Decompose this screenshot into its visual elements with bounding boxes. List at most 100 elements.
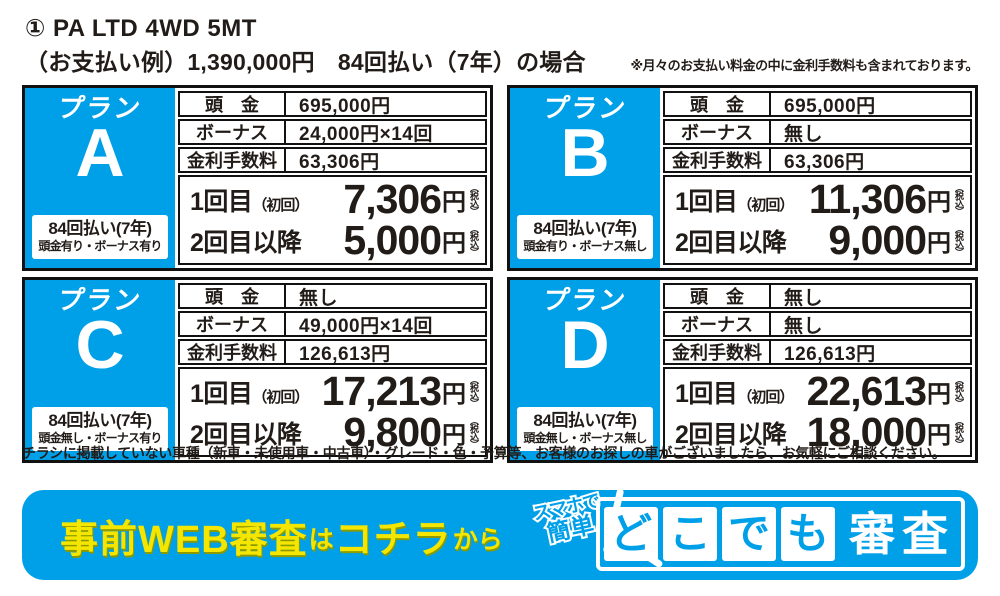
spec-row-bonus: ボーナス 24,000円×14回	[178, 119, 487, 145]
amount-value: 7,306	[343, 176, 442, 222]
payment-amount: 9,000 円 （税込）	[828, 220, 966, 261]
payment-label-sub: （初回）	[252, 388, 309, 406]
plan-terms-box: 84回払い(7年) 頭金有り・ボーナス有り	[32, 215, 168, 259]
payment-label: 1回目 （初回）	[190, 374, 309, 410]
spec-label: ボーナス	[180, 313, 286, 335]
plan-letter: B	[560, 115, 610, 191]
payment-label: 2回目以降	[675, 223, 787, 259]
spec-row-bonus: ボーナス 49,000円×14回	[178, 311, 487, 337]
payment-label-sub: （初回）	[737, 388, 794, 406]
plan-terms-conditions: 頭金無し・ボーナス無し	[523, 431, 647, 445]
spec-row-interest-fee: 金利手数料 63,306円	[178, 147, 487, 173]
plan-d-details: 頭 金 無し ボーナス 無し 金利手数料 126,613円 1回目 （初回）	[660, 280, 975, 460]
payment-row-subsequent: 2回目以降 5,000 円 （税込）	[190, 220, 481, 261]
payment-label-sub: （初回）	[737, 196, 794, 214]
payment-box: 1回目 （初回） 17,213 円 （税込） 2回目以降	[178, 367, 487, 457]
amount-value: 9,000	[828, 217, 927, 263]
spec-label: 金利手数料	[665, 341, 771, 363]
cta-text-main: 事前WEB審査	[60, 518, 308, 561]
payment-row-subsequent: 2回目以降 18,000 円 （税込）	[675, 412, 966, 453]
spec-value: 695,000円	[784, 95, 876, 117]
spec-label: 金利手数料	[665, 149, 771, 171]
payment-label-main: 2回目以降	[675, 420, 787, 449]
payment-label-main: 1回目	[190, 379, 253, 408]
plan-terms-installments: 84回払い(7年)	[48, 219, 152, 239]
plan-b-label-panel: プラン B 84回払い(7年) 頭金有り・ボーナス無し	[510, 88, 660, 268]
spec-row-interest-fee: 金利手数料 63,306円	[663, 147, 972, 173]
cta-text-particle: は	[308, 526, 334, 554]
tax-included-note: （税込）	[954, 374, 964, 407]
payment-amount: 5,000 円 （税込）	[343, 220, 481, 261]
consultation-notice: チラシに掲載していない車種（新車・未使用車・中古車）・グレード・色・予算等、お客…	[22, 445, 946, 461]
amount-value: 5,000	[343, 217, 442, 263]
spec-value: 無し	[299, 287, 339, 309]
plan-card-a: プラン A 84回払い(7年) 頭金有り・ボーナス有り 頭 金 695,000円…	[22, 85, 493, 271]
plan-terms-box: 84回払い(7年) 頭金無し・ボーナス無し	[517, 407, 653, 451]
payment-label-main: 1回目	[190, 187, 253, 216]
plan-letter: A	[75, 115, 125, 191]
payment-amount: 17,213 円 （税込）	[322, 371, 481, 412]
plan-terms-conditions: 頭金無し・ボーナス有り	[38, 431, 162, 445]
plan-c-details: 頭 金 無し ボーナス 49,000円×14回 金利手数料 126,613円 1…	[175, 280, 490, 460]
yen-unit: 円	[927, 230, 951, 257]
logo-char-tile: こ	[663, 507, 717, 561]
tax-included-note: （税込）	[954, 415, 964, 448]
spec-value: 63,306円	[784, 151, 865, 173]
spec-row-downpayment: 頭 金 695,000円	[663, 91, 972, 117]
amount-value: 17,213	[321, 368, 442, 414]
logo-char-tile: も	[781, 507, 835, 561]
spec-label: ボーナス	[665, 121, 771, 143]
yen-unit: 円	[442, 381, 466, 408]
payment-amount: 11,306 円 （税込）	[809, 179, 966, 220]
payment-label-main: 2回目以降	[190, 228, 302, 257]
payment-box: 1回目 （初回） 11,306 円 （税込） 2回目以降	[663, 175, 972, 265]
plan-terms-installments: 84回払い(7年)	[533, 219, 637, 239]
plan-card-b: プラン B 84回払い(7年) 頭金有り・ボーナス無し 頭 金 695,000円…	[507, 85, 978, 271]
amount-value: 9,800	[343, 409, 442, 455]
yen-unit: 円	[442, 189, 466, 216]
tax-included-note: （税込）	[954, 182, 964, 215]
interest-note: ※月々のお支払い料金の中に金利手数料も含まれております。	[630, 58, 978, 73]
spec-value: 無し	[784, 315, 824, 337]
plan-d-label-panel: プラン D 84回払い(7年) 頭金無し・ボーナス無し	[510, 280, 660, 460]
amount-value: 22,613	[806, 368, 927, 414]
plan-b-details: 頭 金 695,000円 ボーナス 無し 金利手数料 63,306円 1回目 （…	[660, 88, 975, 268]
plan-card-c: プラン C 84回払い(7年) 頭金無し・ボーナス有り 頭 金 無し ボーナス …	[22, 277, 493, 463]
payment-box: 1回目 （初回） 22,613 円 （税込） 2回目以降	[663, 367, 972, 457]
spec-value: 49,000円×14回	[299, 315, 433, 337]
spec-row-downpayment: 頭 金 695,000円	[178, 91, 487, 117]
plan-terms-conditions: 頭金有り・ボーナス無し	[523, 239, 647, 253]
spec-value: 無し	[784, 123, 824, 145]
payment-label: 2回目以降	[190, 415, 302, 451]
payment-row-first: 1回目 （初回） 7,306 円 （税込）	[190, 179, 481, 220]
plan-a-details: 頭 金 695,000円 ボーナス 24,000円×14回 金利手数料 63,3…	[175, 88, 490, 268]
spec-label: ボーナス	[180, 121, 286, 143]
payment-example-subtitle: （お支払い例）1,390,000円 84回払い（7年）の場合	[25, 49, 586, 75]
spec-value: 24,000円×14回	[299, 123, 433, 145]
web-screening-cta-banner[interactable]: 事前WEB審査 は コチラ から スマホで 簡単 ど こ で も 審査	[22, 488, 978, 580]
payment-row-subsequent: 2回目以降 9,800 円 （税込）	[190, 412, 481, 453]
spec-value: 126,613円	[299, 343, 391, 365]
plan-terms-box: 84回払い(7年) 頭金有り・ボーナス無し	[517, 215, 653, 259]
spec-row-downpayment: 頭 金 無し	[178, 283, 487, 309]
tax-included-note: （税込）	[469, 182, 479, 215]
cta-text-from: から	[452, 526, 503, 554]
cta-text: 事前WEB審査 は コチラ から	[60, 490, 504, 580]
plan-prefix-label: プラン	[55, 93, 145, 123]
spec-label: ボーナス	[665, 313, 771, 335]
yen-unit: 円	[927, 381, 951, 408]
amount-value: 11,306	[808, 176, 927, 222]
spec-label: 金利手数料	[180, 149, 286, 171]
payment-amount: 9,800 円 （税込）	[343, 412, 481, 453]
plan-letter: D	[560, 307, 610, 383]
payment-box: 1回目 （初回） 7,306 円 （税込） 2回目以降	[178, 175, 487, 265]
plan-letter: C	[75, 307, 125, 383]
payment-label: 1回目 （初回）	[675, 182, 794, 218]
logo-char-tile: ど	[604, 507, 658, 561]
payment-row-first: 1回目 （初回） 17,213 円 （税込）	[190, 371, 481, 412]
payment-label-sub: （初回）	[252, 196, 309, 214]
spec-label: 頭 金	[665, 93, 771, 115]
yen-unit: 円	[927, 422, 951, 449]
yen-unit: 円	[442, 230, 466, 257]
